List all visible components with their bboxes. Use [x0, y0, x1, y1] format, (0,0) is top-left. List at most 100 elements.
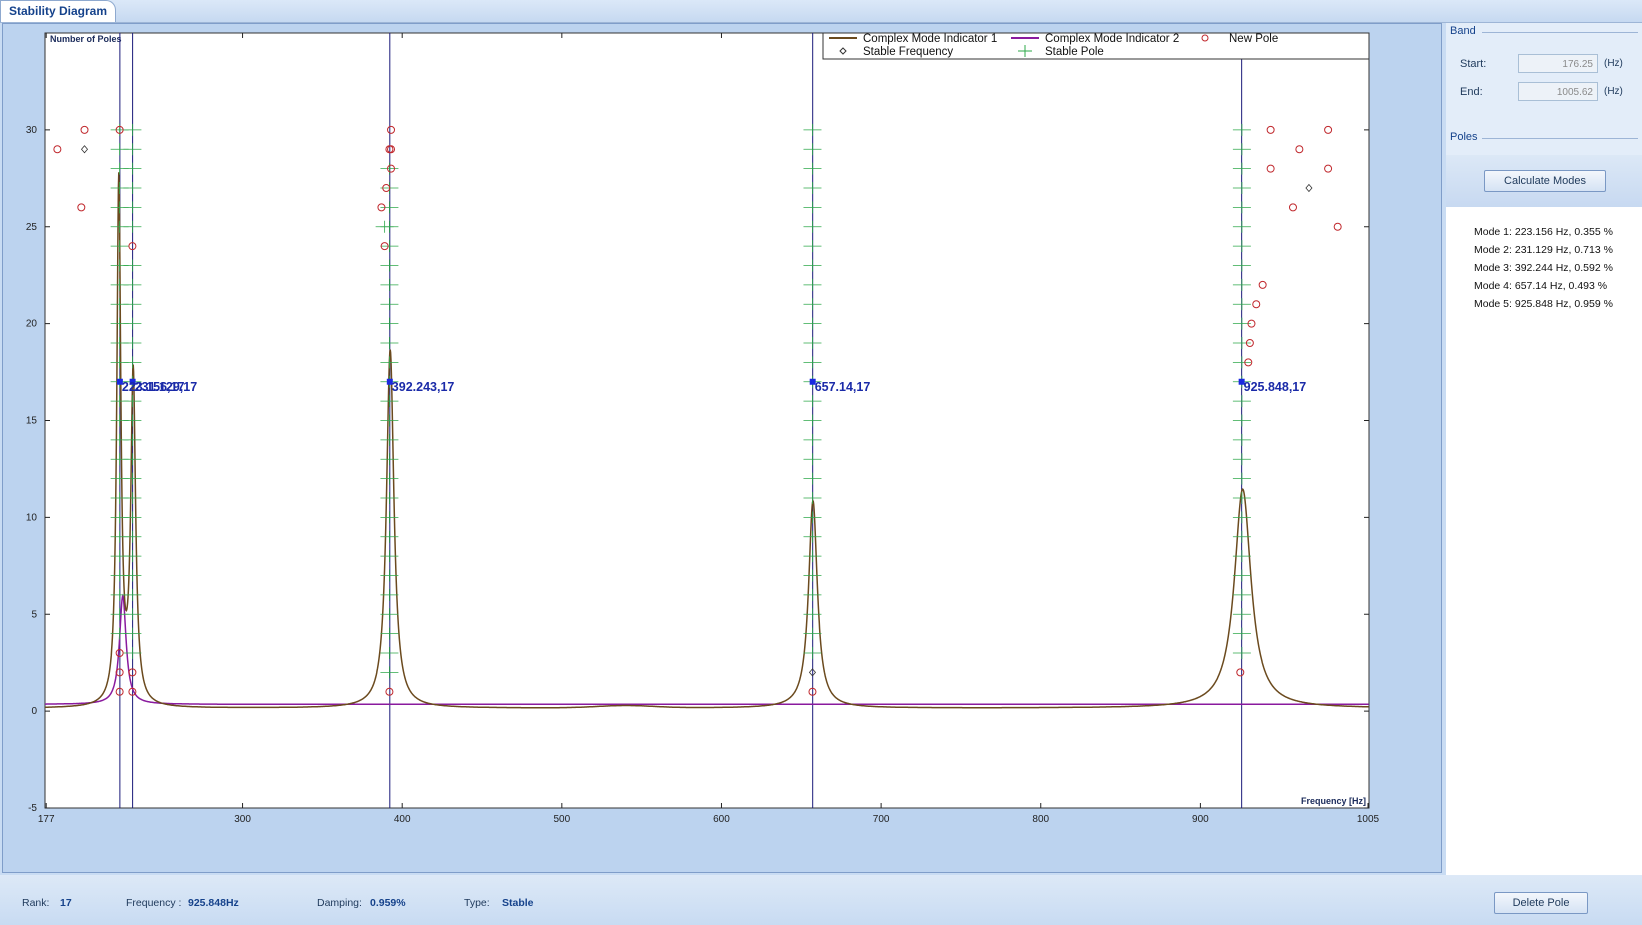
- mode-item[interactable]: Mode 4: 657.14 Hz, 0.493 %: [1474, 280, 1608, 292]
- new-pole-marker: [387, 164, 396, 173]
- calculate-modes-button[interactable]: Calculate Modes: [1484, 170, 1606, 192]
- stable-pole-marker: [123, 395, 142, 408]
- stable-pole-marker: [123, 550, 142, 563]
- stable-pole-marker: [803, 317, 822, 330]
- new-pole-marker: [128, 668, 137, 677]
- stable-frequency-marker: [80, 145, 89, 154]
- x-tick-label: 500: [553, 814, 570, 825]
- legend-label: Stable Frequency: [863, 46, 953, 58]
- stability-chart[interactable]: 177 300 400 500 600 700 800 900 1005 -5 0 5 10 15 20 25…: [3, 24, 1441, 872]
- new-pole-marker: [128, 242, 137, 251]
- stable-pole-marker: [803, 530, 822, 543]
- stable-pole-marker: [123, 627, 142, 640]
- new-pole-marker: [1252, 300, 1261, 309]
- stable-pole-marker: [803, 356, 822, 369]
- stable-pole-marker: [380, 317, 399, 330]
- stable-pole-marker: [803, 472, 822, 485]
- x-tick-label: 1005: [1357, 814, 1380, 825]
- new-pole-marker: [1247, 319, 1256, 328]
- x-tick-label: 900: [1192, 814, 1209, 825]
- band-start-unit: (Hz): [1604, 58, 1623, 69]
- mode-item[interactable]: Mode 1: 223.156 Hz, 0.355 %: [1474, 226, 1613, 238]
- band-header: Band: [1450, 25, 1476, 37]
- modes-list[interactable]: Mode 1: 223.156 Hz, 0.355 % Mode 2: 231.…: [1446, 207, 1642, 907]
- stable-pole-marker: [380, 627, 399, 640]
- stable-pole-marker: [380, 337, 399, 349]
- stable-pole-marker: [123, 278, 142, 291]
- band-end-unit: (Hz): [1604, 86, 1623, 97]
- stable-pole-marker: [380, 259, 399, 272]
- stable-pole-marker: [803, 143, 822, 156]
- stable-pole-marker: [123, 608, 142, 621]
- stable-pole-marker: [123, 337, 142, 349]
- stable-pole-marker: [803, 550, 822, 563]
- mode-item[interactable]: Mode 3: 392.244 Hz, 0.592 %: [1474, 262, 1613, 274]
- calculate-area: Calculate Modes: [1446, 155, 1642, 207]
- legend-label: Complex Mode Indicator 1: [863, 33, 997, 45]
- new-pole-marker: [808, 687, 817, 696]
- stable-pole-marker: [380, 492, 399, 504]
- stable-pole-marker: [380, 666, 399, 679]
- stable-pole-marker: [123, 453, 142, 466]
- mode-item[interactable]: Mode 5: 925.848 Hz, 0.959 %: [1474, 298, 1613, 310]
- band-start-input[interactable]: 176.25: [1518, 54, 1598, 73]
- poles-header: Poles: [1450, 131, 1478, 143]
- new-pole-marker: [380, 242, 389, 251]
- stable-pole-marker: [123, 511, 142, 524]
- stable-pole-marker: [803, 240, 822, 253]
- stable-pole-marker: [110, 240, 129, 253]
- tab-bar: Stability Diagram: [0, 0, 1642, 23]
- new-pole-marker: [1324, 164, 1333, 173]
- stable-pole-marker: [803, 162, 822, 175]
- tab-stability-diagram[interactable]: Stability Diagram: [0, 0, 117, 22]
- stable-pole-marker: [1232, 259, 1251, 272]
- stable-pole-marker: [123, 356, 142, 369]
- band-end-input[interactable]: 1005.62: [1518, 82, 1598, 101]
- band-end-label: End:: [1460, 86, 1483, 98]
- mode-label: 925.848,17: [1244, 380, 1307, 394]
- delete-pole-button[interactable]: Delete Pole: [1494, 892, 1588, 914]
- stable-pole-marker: [380, 395, 399, 408]
- stable-pole-marker: [380, 433, 399, 446]
- mode-label: 657.14,17: [815, 380, 871, 394]
- stable-pole-marker: [803, 414, 822, 427]
- stable-pole-marker: [380, 298, 399, 311]
- stable-pole-marker: [1232, 453, 1251, 466]
- stable-pole-marker: [803, 647, 822, 659]
- legend-label: Complex Mode Indicator 2: [1045, 33, 1179, 45]
- plot-frame: 177 300 400 500 600 700 800 900 1005 -5 0 5 10 15 20 25…: [2, 23, 1442, 873]
- stable-pole-marker: [803, 278, 822, 291]
- new-pole-marker: [115, 668, 124, 677]
- mode-item[interactable]: Mode 2: 231.129 Hz, 0.713 %: [1474, 244, 1613, 256]
- stable-pole-marker: [380, 162, 399, 175]
- new-pole-marker: [115, 687, 124, 696]
- type-label: Type:: [464, 897, 490, 909]
- new-pole-marker: [382, 184, 391, 192]
- new-pole-marker: [387, 125, 396, 134]
- stable-pole-marker: [1232, 647, 1251, 659]
- new-pole-marker: [1295, 145, 1304, 154]
- stable-pole-marker: [380, 569, 399, 582]
- mode-label: 223.156,17: [122, 380, 185, 394]
- right-panel: Band Start: 176.25 (Hz) End: 1005.62 (Hz…: [1446, 23, 1642, 925]
- legend-label: New Pole: [1229, 33, 1278, 45]
- new-pole-marker: [1266, 125, 1275, 134]
- new-pole-marker: [1266, 164, 1275, 173]
- stable-pole-marker: [1232, 143, 1251, 156]
- stable-pole-marker: [123, 569, 142, 582]
- new-pole-marker: [1244, 358, 1253, 367]
- stable-pole-marker: [803, 259, 822, 272]
- bottom-right-panel: Delete Pole: [1446, 875, 1642, 925]
- legend: Complex Mode Indicator 1 Complex Mode Ind…: [822, 32, 1370, 60]
- rank-label: Rank:: [22, 897, 50, 909]
- x-tick-label: 700: [873, 814, 890, 825]
- stable-pole-marker: [380, 201, 399, 214]
- stable-pole-marker: [1232, 492, 1251, 504]
- stable-pole-marker: [380, 530, 399, 543]
- new-pole-marker: [1324, 125, 1333, 134]
- legend-swatch: [839, 47, 847, 55]
- legend-swatch: [1201, 34, 1209, 42]
- stable-pole-marker: [803, 588, 822, 601]
- stable-pole-marker: [1232, 201, 1251, 214]
- new-pole-marker: [128, 687, 137, 696]
